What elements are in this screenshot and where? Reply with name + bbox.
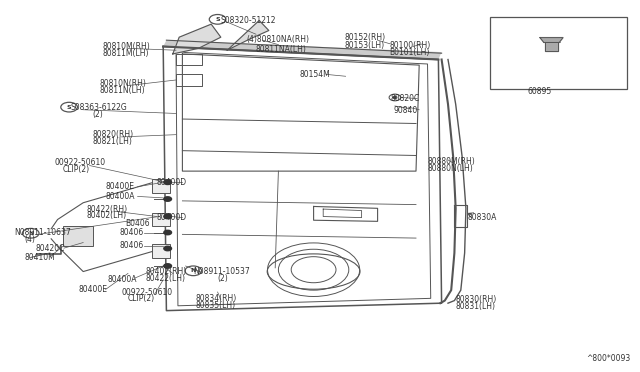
- Text: 80400D: 80400D: [157, 213, 187, 222]
- Text: 80400E: 80400E: [78, 285, 107, 294]
- Text: 80811M(LH): 80811M(LH): [102, 49, 149, 58]
- Text: 80152(RH): 80152(RH): [344, 33, 385, 42]
- Text: (4): (4): [24, 235, 35, 244]
- Text: 80880N(LH): 80880N(LH): [428, 164, 473, 173]
- Text: N08911-10537: N08911-10537: [193, 267, 250, 276]
- Text: 60895: 60895: [528, 87, 552, 96]
- Text: S08320-51212: S08320-51212: [221, 16, 276, 25]
- Text: 80402(LH): 80402(LH): [86, 211, 127, 220]
- Text: S08363-6122G: S08363-6122G: [70, 103, 127, 112]
- Text: 80880M(RH): 80880M(RH): [428, 157, 476, 166]
- Text: CLIP(2): CLIP(2): [128, 294, 155, 303]
- Text: S: S: [215, 17, 220, 22]
- Text: 80810N(RH): 80810N(RH): [99, 79, 146, 88]
- Text: 80400E: 80400E: [106, 182, 134, 191]
- Circle shape: [164, 214, 172, 219]
- Polygon shape: [540, 38, 563, 42]
- Text: 80830A: 80830A: [467, 213, 497, 222]
- Text: 80820(RH): 80820(RH): [93, 130, 134, 139]
- Text: 80422(LH): 80422(LH): [146, 274, 186, 283]
- Circle shape: [164, 180, 172, 185]
- Circle shape: [164, 246, 172, 251]
- Polygon shape: [173, 24, 221, 54]
- Bar: [152, 179, 170, 193]
- Text: 80831(LH): 80831(LH): [456, 302, 495, 311]
- Text: 80406: 80406: [120, 228, 144, 237]
- Circle shape: [164, 230, 172, 235]
- Text: 80835(LH): 80835(LH): [195, 301, 236, 310]
- Text: 80422(RH): 80422(RH): [86, 205, 127, 214]
- Text: (2): (2): [93, 110, 104, 119]
- Text: 80153(LH): 80153(LH): [344, 41, 385, 50]
- Bar: [152, 244, 170, 258]
- Bar: [490, 17, 627, 89]
- Text: 80810M(RH): 80810M(RH): [102, 42, 150, 51]
- Text: N: N: [191, 268, 196, 273]
- Text: 80834(RH): 80834(RH): [195, 294, 236, 303]
- Text: B0406: B0406: [125, 219, 149, 228]
- Text: 80821(LH): 80821(LH): [93, 137, 132, 146]
- Circle shape: [164, 197, 172, 201]
- Text: 80811N(LH): 80811N(LH): [99, 86, 145, 95]
- Text: 80400A: 80400A: [108, 275, 137, 284]
- Text: S: S: [67, 105, 72, 110]
- Text: 00922-50610: 00922-50610: [122, 288, 173, 296]
- Text: 80830(RH): 80830(RH): [456, 295, 497, 304]
- Text: 80811NA(LH): 80811NA(LH): [256, 45, 307, 54]
- Text: 80820C: 80820C: [390, 94, 420, 103]
- Text: 80406: 80406: [120, 241, 144, 250]
- Circle shape: [393, 96, 397, 99]
- Text: 80400D: 80400D: [157, 178, 187, 187]
- Text: ^800*0093: ^800*0093: [586, 354, 630, 363]
- Text: 80410M: 80410M: [24, 253, 55, 262]
- Text: 80154M: 80154M: [300, 70, 330, 79]
- Text: 90840: 90840: [394, 106, 418, 115]
- Text: B0101(LH): B0101(LH): [389, 48, 429, 57]
- Text: 80420C: 80420C: [35, 244, 65, 253]
- Polygon shape: [163, 40, 442, 60]
- Bar: [152, 213, 170, 226]
- Text: 80402(RH): 80402(RH): [146, 267, 187, 276]
- Circle shape: [164, 264, 172, 268]
- Text: 80400A: 80400A: [106, 192, 135, 201]
- Text: (2): (2): [218, 274, 228, 283]
- Text: (4)80810NA(RH): (4)80810NA(RH): [246, 35, 309, 44]
- Bar: [63, 226, 93, 246]
- Text: 80100(RH): 80100(RH): [389, 41, 430, 50]
- Text: N: N: [28, 231, 33, 236]
- Text: N08911-10637: N08911-10637: [14, 228, 71, 237]
- Text: CLIP(2): CLIP(2): [63, 165, 90, 174]
- Polygon shape: [227, 20, 269, 50]
- Text: 00922-50610: 00922-50610: [54, 158, 106, 167]
- Polygon shape: [545, 42, 558, 51]
